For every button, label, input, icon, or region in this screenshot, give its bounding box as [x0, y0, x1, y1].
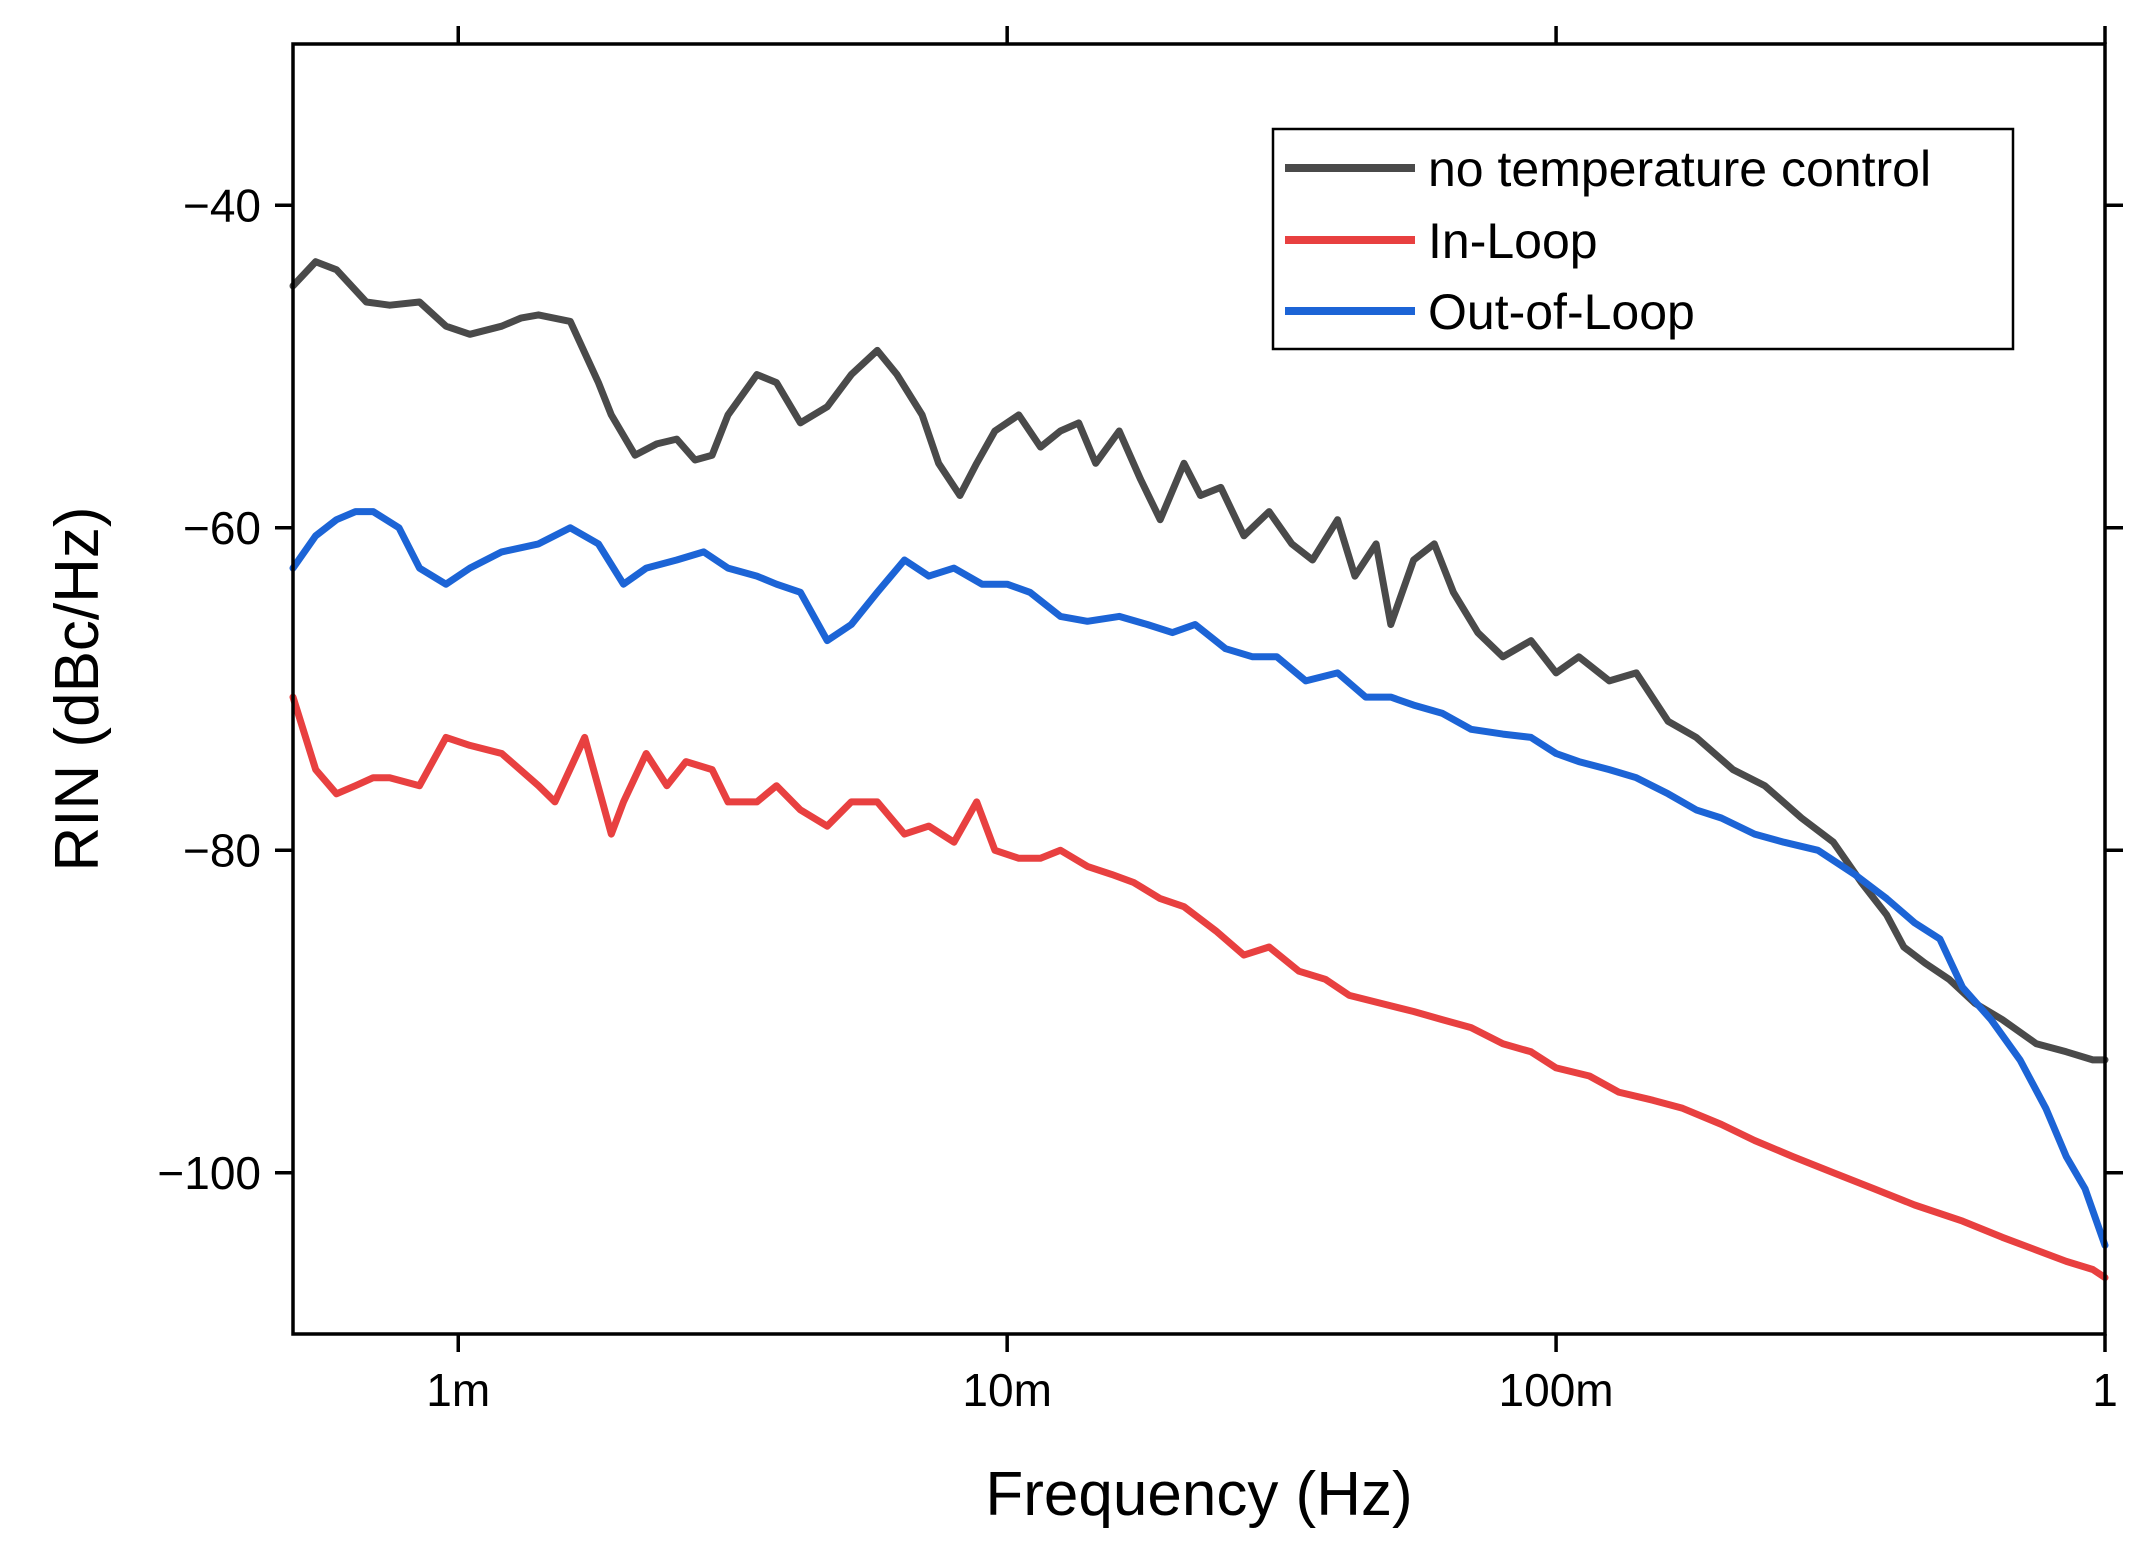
series-layer [289, 258, 2109, 1282]
y-tick-label: −60 [183, 502, 261, 554]
legend-label-no-temperature-control: no temperature control [1428, 141, 1931, 197]
series-line-out-of-loop [289, 508, 2109, 1249]
x-tick-label: 100m [1499, 1364, 1614, 1416]
series-line-no-temperature-control [289, 258, 2109, 1064]
plot-frame [291, 42, 2107, 1336]
x-tick-label: 10m [962, 1364, 1051, 1416]
y-axis-title: RIN (dBc/Hz) [43, 506, 112, 871]
x-tick-label: 1 [2092, 1364, 2118, 1416]
legend: no temperature control In-Loop Out-of-Lo… [1271, 127, 2015, 351]
x-axis-title: Frequency (Hz) [985, 1460, 1412, 1529]
series-line-in-loop [289, 693, 2109, 1282]
legend-label-in-loop: In-Loop [1428, 213, 1598, 269]
x-tick-label: 1m [426, 1364, 490, 1416]
legend-label-out-of-loop: Out-of-Loop [1428, 284, 1695, 340]
tick-layer: −40 −60 −80 −100 1m 10m 100m 1 [157, 26, 2123, 1416]
y-tick-label: −40 [183, 179, 261, 231]
y-tick-label: −80 [183, 824, 261, 876]
y-tick-label: −100 [157, 1147, 261, 1199]
